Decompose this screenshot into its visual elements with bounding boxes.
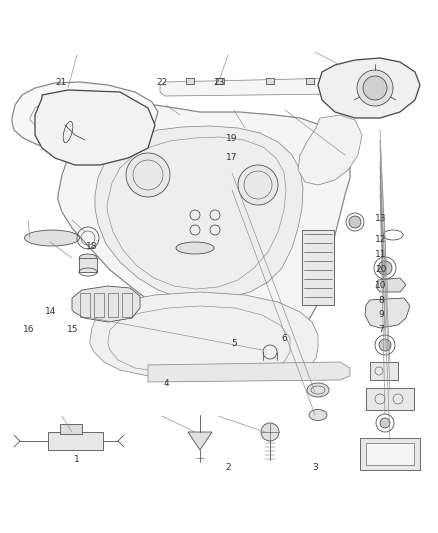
Ellipse shape xyxy=(25,230,80,246)
Bar xyxy=(366,388,414,410)
Bar xyxy=(366,443,414,465)
Circle shape xyxy=(378,261,392,275)
Text: 12: 12 xyxy=(375,236,387,244)
Circle shape xyxy=(379,339,391,351)
Text: 5: 5 xyxy=(231,340,237,348)
Bar xyxy=(360,438,420,470)
Text: 21: 21 xyxy=(56,78,67,87)
Polygon shape xyxy=(58,105,350,340)
Circle shape xyxy=(380,418,390,428)
Bar xyxy=(306,78,314,84)
Text: 11: 11 xyxy=(375,251,387,259)
Text: 9: 9 xyxy=(378,310,384,319)
Bar xyxy=(216,78,224,84)
Ellipse shape xyxy=(176,242,214,254)
Circle shape xyxy=(261,423,279,441)
Polygon shape xyxy=(188,432,212,450)
Text: 14: 14 xyxy=(45,308,56,316)
Ellipse shape xyxy=(79,254,97,262)
Text: 17: 17 xyxy=(226,153,238,161)
Bar xyxy=(80,293,90,317)
Polygon shape xyxy=(318,58,420,118)
Polygon shape xyxy=(95,126,303,300)
Bar xyxy=(108,293,118,317)
Bar xyxy=(186,78,194,84)
Bar xyxy=(60,424,82,434)
Text: 18: 18 xyxy=(86,242,98,251)
Bar xyxy=(48,432,103,450)
Text: 15: 15 xyxy=(67,325,78,334)
Circle shape xyxy=(357,70,393,106)
Circle shape xyxy=(238,165,278,205)
Text: 2: 2 xyxy=(225,464,230,472)
Bar xyxy=(122,293,132,317)
Text: 6: 6 xyxy=(282,334,288,343)
Text: 7: 7 xyxy=(378,325,384,334)
Text: 13: 13 xyxy=(375,214,387,223)
Polygon shape xyxy=(72,286,140,322)
Text: 10: 10 xyxy=(375,281,387,289)
Text: 20: 20 xyxy=(375,265,387,273)
Polygon shape xyxy=(148,362,350,382)
Ellipse shape xyxy=(309,409,327,421)
Polygon shape xyxy=(90,292,318,378)
Polygon shape xyxy=(298,115,362,185)
Circle shape xyxy=(363,76,387,100)
Bar xyxy=(266,78,274,84)
Polygon shape xyxy=(12,82,158,148)
Circle shape xyxy=(126,153,170,197)
Circle shape xyxy=(349,216,361,228)
Text: 1: 1 xyxy=(74,455,80,464)
Text: 19: 19 xyxy=(226,134,238,143)
Text: 4: 4 xyxy=(164,379,169,388)
Bar xyxy=(302,230,334,305)
Polygon shape xyxy=(35,90,155,165)
Text: 23: 23 xyxy=(213,78,225,87)
Ellipse shape xyxy=(307,383,329,397)
Bar xyxy=(370,362,398,380)
Text: 3: 3 xyxy=(312,464,318,472)
Bar xyxy=(94,293,104,317)
Text: 16: 16 xyxy=(23,325,34,334)
Polygon shape xyxy=(160,78,345,96)
Bar xyxy=(79,258,97,272)
Text: 22: 22 xyxy=(156,78,168,87)
Polygon shape xyxy=(376,278,406,292)
Polygon shape xyxy=(365,298,410,328)
Text: 8: 8 xyxy=(378,296,384,304)
